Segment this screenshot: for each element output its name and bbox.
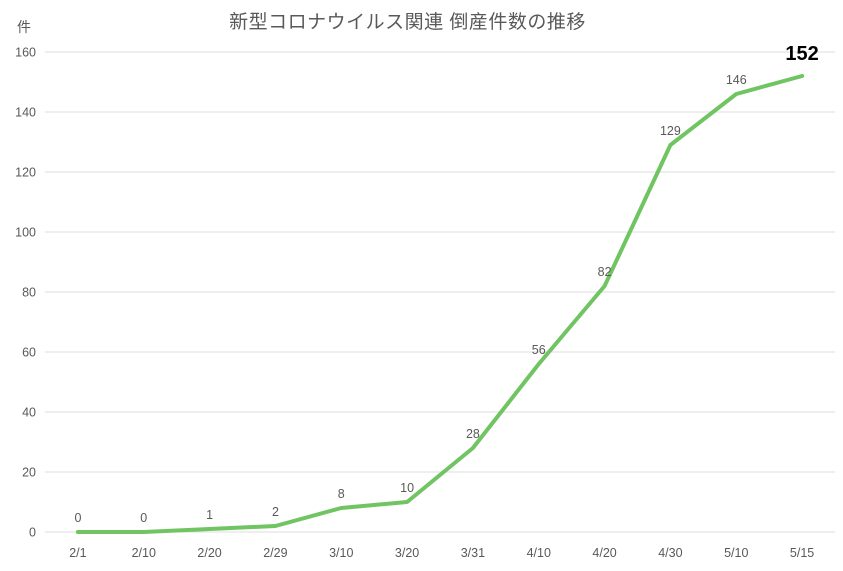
data-label: 146: [726, 73, 747, 87]
data-label: 1: [206, 508, 213, 522]
chart-title: 新型コロナウイルス関連 倒産件数の推移: [229, 12, 586, 33]
data-label: 8: [338, 487, 345, 501]
x-tick-label: 4/10: [527, 546, 551, 560]
data-label: 28: [466, 427, 480, 441]
x-tick-label: 2/20: [197, 546, 221, 560]
series-line: [75, 74, 805, 534]
data-label: 129: [660, 124, 681, 138]
x-tick-label: 3/31: [461, 546, 485, 560]
data-label-emphasized: 152: [785, 43, 818, 65]
y-tick-label: 160: [15, 46, 36, 60]
data-label: 56: [532, 343, 546, 357]
y-tick-label: 140: [15, 106, 36, 120]
x-tick-label: 4/20: [592, 546, 616, 560]
data-label: 82: [598, 265, 612, 279]
y-tick-label: 0: [29, 526, 36, 540]
y-tick-label: 80: [22, 286, 36, 300]
x-tick-label: 5/10: [724, 546, 748, 560]
y-tick-label: 20: [22, 466, 36, 480]
x-tick-label: 2/29: [263, 546, 287, 560]
x-tick-label: 5/15: [790, 546, 814, 560]
data-label: 10: [400, 481, 414, 495]
data-label: 2: [272, 505, 279, 519]
y-axis-unit-label: 件: [17, 19, 31, 35]
x-tick-label: 2/1: [69, 546, 86, 560]
y-tick-label: 60: [22, 346, 36, 360]
y-tick-label: 100: [15, 226, 36, 240]
y-tick-label: 40: [22, 406, 36, 420]
data-label: 0: [74, 511, 81, 525]
y-tick-label: 120: [15, 166, 36, 180]
x-tick-label: 2/10: [132, 546, 156, 560]
data-label: 0: [140, 511, 147, 525]
x-tick-label: 3/20: [395, 546, 419, 560]
x-tick-label: 3/10: [329, 546, 353, 560]
x-tick-label: 4/30: [658, 546, 682, 560]
